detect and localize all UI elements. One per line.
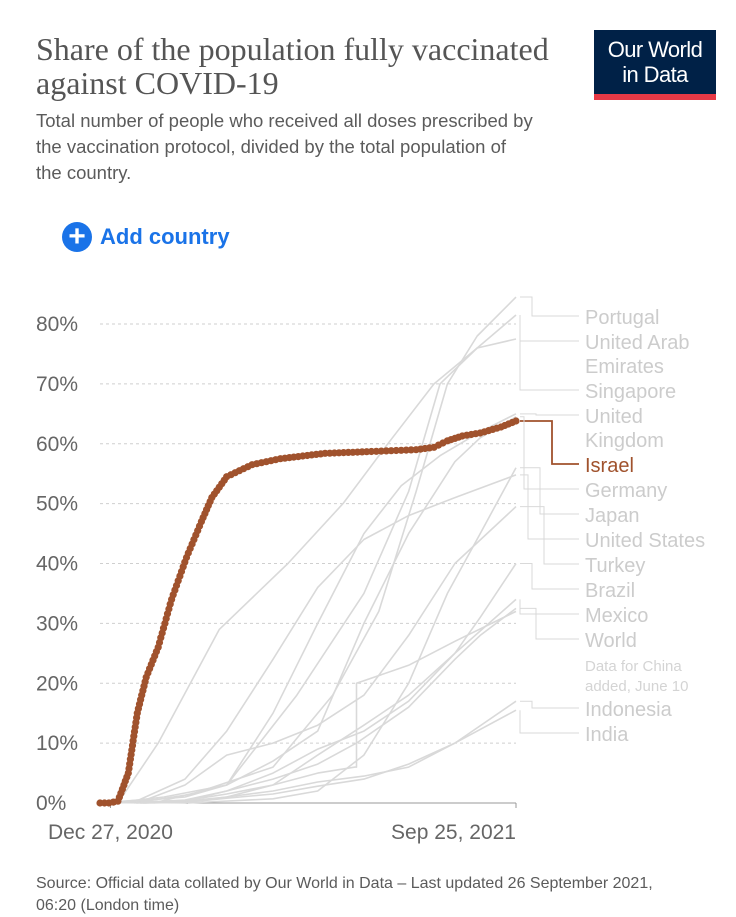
series-label: World: [585, 630, 637, 652]
series-label: Germany: [585, 480, 667, 502]
source-note: Source: Official data collated by Our Wo…: [36, 875, 653, 914]
series-line-india: [140, 709, 517, 804]
label-leader-line: [519, 315, 579, 342]
y-tick-label: 40%: [36, 553, 78, 576]
series-line-indonesia: [135, 700, 517, 804]
series-line-turkey: [137, 506, 517, 804]
label-leader-line: [520, 296, 579, 317]
label-leader-line: [519, 338, 579, 391]
x-tick-label: Dec 27, 2020: [48, 821, 173, 844]
label-leader-line: [520, 413, 579, 416]
series-line-israel: [100, 419, 517, 805]
series-line-united-arab-emirates: [117, 314, 517, 804]
label-leader-line: [519, 710, 579, 734]
label-leader-line: [520, 420, 579, 465]
add-country-button[interactable]: + Add country: [62, 222, 230, 252]
x-tick-label: Sep 25, 2021: [391, 821, 516, 844]
label-leader-line: [520, 506, 579, 565]
series-line-united-kingdom: [113, 413, 517, 804]
chart-subtitle: Total number of people who received all …: [36, 110, 533, 183]
add-country-label: Add country: [100, 224, 230, 249]
series-label: Singapore: [585, 381, 676, 403]
label-leader-line: [520, 467, 579, 515]
series-label: Portugal: [585, 307, 660, 329]
series-line-world-incl-china: [99, 610, 517, 804]
series-label: Kingdom: [585, 430, 664, 452]
label-leader-line: [520, 700, 579, 709]
y-tick-label: 30%: [36, 612, 78, 635]
series-line-united-states: [99, 474, 517, 804]
series-line-singapore: [153, 338, 517, 804]
series-label: Mexico: [585, 605, 648, 627]
logo-line-2: in Data: [622, 62, 688, 87]
label-leader-line: [520, 563, 579, 590]
series-label: United: [585, 406, 643, 428]
y-tick-label: 20%: [36, 672, 78, 695]
chart-title: Share of the population fully vaccinated…: [36, 31, 549, 101]
y-tick-label: 0%: [36, 792, 66, 815]
series-label: India: [585, 724, 629, 746]
y-tick-label: 10%: [36, 732, 78, 755]
series-line-japan: [187, 467, 517, 804]
label-leader-line: [519, 599, 579, 615]
label-leader-line: [520, 607, 579, 640]
series-label: Turkey: [585, 555, 645, 577]
series-line-mexico: [105, 598, 517, 804]
china-annotation: added, June 10: [585, 678, 688, 695]
line-chart[interactable]: 0% 10% 20% 30% 40% 50% 60% 70% 80% Dec 27, 2020 Se…: [0, 285, 736, 865]
y-tick-label: 80%: [36, 313, 78, 336]
series-label: Japan: [585, 505, 640, 527]
china-annotation: Data for China: [585, 658, 682, 675]
series-label: United States: [585, 530, 705, 552]
logo-line-1: Our World: [607, 37, 703, 62]
series-line-portugal: [134, 296, 517, 804]
y-tick-label: 70%: [36, 373, 78, 396]
series-label: Brazil: [585, 580, 635, 602]
series-label: Indonesia: [585, 699, 673, 721]
series-label: Emirates: [585, 356, 664, 378]
series-label: United Arab: [585, 332, 690, 354]
label-leader-line: [520, 416, 579, 490]
israel-point: [512, 417, 520, 425]
series-label: Israel: [585, 455, 634, 477]
owid-logo[interactable]: Our World in Data: [594, 30, 716, 100]
y-tick-label: 60%: [36, 433, 78, 456]
y-tick-label: 50%: [36, 493, 78, 516]
plus-circle-icon: +: [62, 222, 92, 252]
series-line-germany: [110, 416, 517, 804]
